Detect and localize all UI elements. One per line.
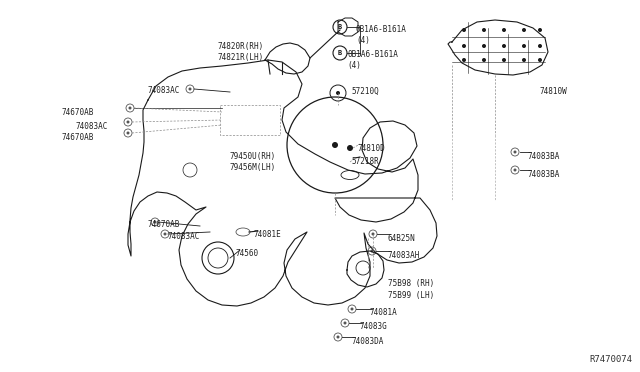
Text: 74810D: 74810D [357, 144, 385, 153]
Circle shape [462, 58, 466, 62]
Text: B: B [338, 50, 342, 56]
Circle shape [336, 91, 340, 95]
Circle shape [513, 169, 516, 171]
Text: 0B1A6-B161A: 0B1A6-B161A [347, 50, 398, 59]
Circle shape [127, 121, 129, 124]
Text: 57210Q: 57210Q [351, 87, 379, 96]
Circle shape [482, 58, 486, 62]
Text: (4): (4) [356, 36, 370, 45]
Circle shape [502, 58, 506, 62]
Text: 64B25N: 64B25N [388, 234, 416, 243]
Text: B: B [338, 24, 342, 30]
Circle shape [538, 44, 542, 48]
Text: R7470074: R7470074 [589, 355, 632, 364]
Circle shape [513, 151, 516, 154]
Circle shape [538, 28, 542, 32]
Text: 74670AB: 74670AB [62, 133, 94, 142]
Circle shape [522, 28, 526, 32]
Text: 79450U(RH): 79450U(RH) [230, 152, 276, 161]
Text: 75B98 (RH): 75B98 (RH) [388, 279, 435, 288]
Circle shape [462, 28, 466, 32]
Text: 79456M(LH): 79456M(LH) [230, 163, 276, 172]
Text: 74083DA: 74083DA [352, 337, 385, 346]
Text: 74083AC: 74083AC [168, 232, 200, 241]
Circle shape [482, 28, 486, 32]
Text: 75B99 (LH): 75B99 (LH) [388, 291, 435, 300]
Text: 74083AC: 74083AC [76, 122, 108, 131]
Circle shape [129, 106, 131, 109]
Circle shape [347, 145, 353, 151]
Circle shape [127, 131, 129, 135]
Text: 74820R(RH): 74820R(RH) [218, 42, 264, 51]
Circle shape [154, 221, 157, 224]
Text: 74821R(LH): 74821R(LH) [218, 53, 264, 62]
Text: 0B1A6-B161A: 0B1A6-B161A [356, 25, 407, 34]
Text: 74670AB: 74670AB [148, 220, 180, 229]
Circle shape [502, 28, 506, 32]
Circle shape [462, 44, 466, 48]
Circle shape [538, 58, 542, 62]
Text: 74083AH: 74083AH [388, 251, 420, 260]
Circle shape [332, 142, 338, 148]
Circle shape [371, 250, 374, 253]
Text: 74560: 74560 [235, 249, 258, 258]
Circle shape [482, 44, 486, 48]
Circle shape [522, 58, 526, 62]
Circle shape [371, 232, 374, 235]
Text: 74081E: 74081E [254, 230, 282, 239]
Text: 74670AB: 74670AB [62, 108, 94, 117]
Text: (4): (4) [347, 61, 361, 70]
Circle shape [189, 87, 191, 90]
Circle shape [337, 336, 339, 339]
Circle shape [522, 44, 526, 48]
Circle shape [502, 44, 506, 48]
Text: 74083BA: 74083BA [528, 170, 561, 179]
Circle shape [344, 321, 346, 324]
Text: 74081A: 74081A [370, 308, 397, 317]
Circle shape [351, 308, 353, 311]
Text: 74083G: 74083G [360, 322, 388, 331]
Text: 74810W: 74810W [540, 87, 568, 96]
Text: 74083BA: 74083BA [528, 152, 561, 161]
Circle shape [163, 232, 166, 235]
Text: 74083AC: 74083AC [148, 86, 180, 95]
Text: 57218R: 57218R [351, 157, 379, 166]
